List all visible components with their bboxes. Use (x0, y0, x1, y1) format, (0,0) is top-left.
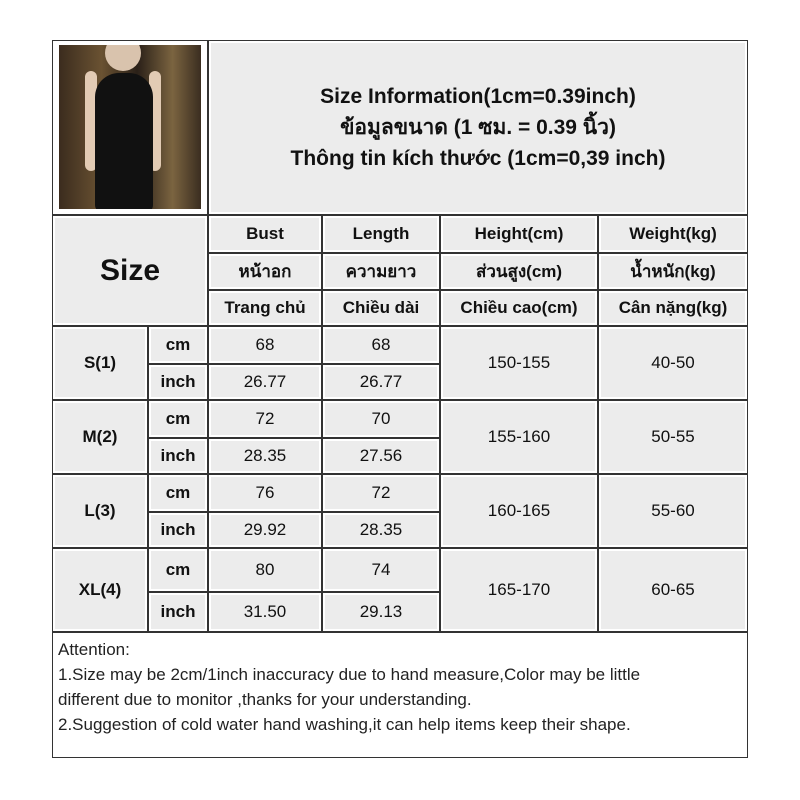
bust-inch-value: 28.35 (208, 438, 322, 474)
length-cm-value: 72 (322, 474, 440, 512)
bust-cm-value: 76 (208, 474, 322, 512)
column-header: Height(cm) (440, 215, 598, 253)
column-header: ส่วนสูง(cm) (440, 253, 598, 290)
column-header: Cân nặng(kg) (598, 290, 748, 326)
weight-value: 60-65 (598, 548, 748, 632)
unit-label: cm (148, 474, 208, 512)
unit-label: inch (148, 364, 208, 400)
unit-label: inch (148, 512, 208, 548)
height-value: 150-155 (440, 326, 598, 400)
length-inch-value: 26.77 (322, 364, 440, 400)
note-line: 1.Size may be 2cm/1inch inaccuracy due t… (58, 665, 641, 684)
length-inch-value: 29.13 (322, 592, 440, 632)
length-cm-value: 70 (322, 400, 440, 438)
attention-notes: Attention: 1.Size may be 2cm/1inch inacc… (52, 632, 748, 758)
unit-label: cm (148, 548, 208, 592)
note-heading: Attention: (58, 640, 130, 659)
column-header: Chiều cao(cm) (440, 290, 598, 326)
size-label: M(2) (52, 400, 148, 474)
size-label: S(1) (52, 326, 148, 400)
column-header: ความยาว (322, 253, 440, 290)
model-dress-image (59, 45, 201, 209)
size-label: L(3) (52, 474, 148, 548)
length-cm-value: 74 (322, 548, 440, 592)
title-vietnamese: Thông tin kích thước (1cm=0,39 inch) (290, 147, 666, 170)
title-thai: ข้อมูลขนาด (1 ซม. = 0.39 นิ้ว) (340, 116, 616, 139)
note-line: different due to monitor ,thanks for you… (58, 690, 472, 709)
bust-inch-value: 29.92 (208, 512, 322, 548)
bust-cm-value: 80 (208, 548, 322, 592)
length-inch-value: 27.56 (322, 438, 440, 474)
column-header: Chiều dài (322, 290, 440, 326)
weight-value: 55-60 (598, 474, 748, 548)
column-header: Length (322, 215, 440, 253)
height-value: 160-165 (440, 474, 598, 548)
bust-inch-value: 26.77 (208, 364, 322, 400)
length-cm-value: 68 (322, 326, 440, 364)
length-inch-value: 28.35 (322, 512, 440, 548)
weight-value: 50-55 (598, 400, 748, 474)
weight-value: 40-50 (598, 326, 748, 400)
bust-inch-value: 31.50 (208, 592, 322, 632)
size-info-title: Size Information(1cm=0.39inch) ข้อมูลขนา… (208, 40, 748, 215)
unit-label: inch (148, 592, 208, 632)
height-value: 165-170 (440, 548, 598, 632)
column-header: Weight(kg) (598, 215, 748, 253)
column-header: Bust (208, 215, 322, 253)
unit-label: cm (148, 400, 208, 438)
bust-cm-value: 68 (208, 326, 322, 364)
column-header: น้ำหนัก(kg) (598, 253, 748, 290)
size-header: Size (52, 215, 208, 326)
bust-cm-value: 72 (208, 400, 322, 438)
title-english: Size Information(1cm=0.39inch) (320, 85, 636, 108)
product-photo (52, 40, 208, 215)
column-header: Trang chủ (208, 290, 322, 326)
unit-label: cm (148, 326, 208, 364)
unit-label: inch (148, 438, 208, 474)
size-label: XL(4) (52, 548, 148, 632)
column-header: หน้าอก (208, 253, 322, 290)
note-line: 2.Suggestion of cold water hand washing,… (58, 715, 631, 734)
height-value: 155-160 (440, 400, 598, 474)
